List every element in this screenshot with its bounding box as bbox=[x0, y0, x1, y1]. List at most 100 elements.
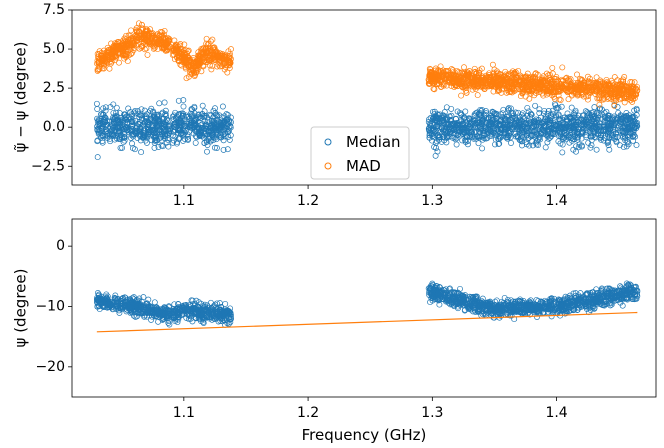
top-point-median bbox=[631, 107, 638, 114]
top-point-median bbox=[151, 144, 158, 151]
bottom-point-data bbox=[200, 320, 207, 326]
top-point-median bbox=[583, 116, 590, 123]
top-point-median bbox=[121, 134, 128, 141]
top-point-median bbox=[119, 144, 126, 151]
top-point-median bbox=[525, 108, 532, 115]
bottom-point-data bbox=[96, 294, 103, 301]
top-point-median bbox=[495, 133, 502, 140]
top-point-mad bbox=[196, 61, 203, 68]
top-point-median bbox=[223, 111, 230, 118]
bottom-point-data bbox=[148, 316, 155, 323]
top-point-median bbox=[592, 119, 599, 126]
top-point-median bbox=[621, 125, 628, 131]
top-x-tick-label: 1.1 bbox=[173, 193, 195, 209]
top-point-median bbox=[134, 123, 141, 130]
top-point-mad bbox=[494, 68, 500, 75]
bottom-point-data bbox=[227, 311, 234, 318]
top-point-mad bbox=[165, 35, 172, 42]
top-point-median bbox=[604, 128, 611, 135]
top-point-mad bbox=[480, 80, 486, 86]
bottom-point-data bbox=[106, 300, 112, 307]
top-point-median bbox=[179, 110, 186, 117]
top-point-mad bbox=[124, 49, 131, 56]
top-point-mad bbox=[625, 91, 632, 98]
top-point-mad bbox=[553, 73, 560, 80]
top-point-median bbox=[100, 120, 106, 127]
top-point-mad bbox=[461, 64, 467, 71]
top-point-median bbox=[546, 126, 553, 133]
top-point-mad bbox=[492, 81, 499, 88]
top-point-mad bbox=[99, 58, 106, 65]
top-point-median bbox=[506, 107, 513, 114]
top-y-axis-label: ψ̃ − ψ (degree) bbox=[12, 42, 30, 153]
top-point-median bbox=[152, 115, 159, 122]
top-point-median bbox=[99, 139, 106, 146]
top-point-mad bbox=[162, 47, 169, 54]
legend-label-median: Median bbox=[346, 133, 401, 151]
bottom-point-data bbox=[136, 306, 143, 313]
top-point-median bbox=[143, 113, 150, 120]
top-point-median bbox=[224, 126, 231, 133]
top-point-median bbox=[465, 128, 472, 135]
top-point-median bbox=[520, 113, 527, 120]
bottom-point-data bbox=[144, 300, 150, 307]
top-point-mad bbox=[578, 91, 585, 98]
top-point-median bbox=[171, 122, 178, 129]
top-point-median bbox=[627, 117, 634, 124]
top-point-mad bbox=[195, 49, 202, 56]
top-point-mad bbox=[593, 74, 600, 81]
top-point-median bbox=[161, 99, 168, 106]
top-point-median bbox=[107, 138, 114, 145]
top-point-mad bbox=[602, 82, 609, 89]
bottom-point-data bbox=[217, 317, 224, 324]
top-point-mad bbox=[126, 37, 133, 44]
top-point-median bbox=[532, 102, 539, 109]
top-point-median bbox=[574, 129, 581, 136]
top-point-median bbox=[518, 132, 525, 139]
top-point-median bbox=[180, 127, 187, 134]
top-point-median bbox=[449, 134, 456, 141]
top-point-median bbox=[153, 128, 160, 135]
top-point-median bbox=[188, 111, 195, 118]
top-point-mad bbox=[427, 72, 434, 79]
top-point-median bbox=[162, 110, 169, 117]
top-point-mad bbox=[549, 92, 556, 99]
top-point-median bbox=[100, 105, 107, 112]
top-point-mad bbox=[458, 92, 465, 99]
bottom-point-data bbox=[99, 300, 106, 307]
top-point-median bbox=[212, 122, 219, 129]
bottom-point-data bbox=[205, 313, 212, 320]
top-point-median bbox=[225, 120, 232, 127]
top-point-median bbox=[198, 127, 205, 133]
top-point-median bbox=[559, 116, 566, 123]
top-point-mad bbox=[526, 79, 533, 86]
bottom-point-data bbox=[166, 321, 173, 328]
top-point-mad bbox=[602, 91, 609, 98]
top-point-mad bbox=[565, 85, 572, 92]
top-point-median bbox=[568, 104, 575, 111]
top-point-mad bbox=[548, 78, 555, 85]
top-point-mad bbox=[217, 63, 223, 70]
top-point-median bbox=[145, 121, 152, 128]
top-point-median bbox=[459, 122, 466, 129]
top-point-median bbox=[210, 121, 217, 128]
top-point-mad bbox=[113, 54, 120, 61]
top-point-mad bbox=[178, 46, 185, 53]
top-point-mad bbox=[525, 86, 532, 93]
bottom-point-data bbox=[135, 297, 142, 304]
top-point-mad bbox=[524, 70, 531, 77]
bottom-point-data bbox=[207, 299, 214, 306]
top-point-median bbox=[143, 139, 150, 146]
top-point-mad bbox=[161, 31, 167, 38]
top-point-mad bbox=[464, 69, 471, 76]
top-point-mad bbox=[185, 73, 192, 80]
top-point-mad bbox=[615, 87, 622, 94]
top-point-median bbox=[555, 112, 562, 119]
top-point-mad bbox=[426, 65, 433, 72]
legend: Median MAD bbox=[310, 126, 410, 180]
top-point-median bbox=[587, 144, 594, 151]
top-point-median bbox=[205, 129, 212, 136]
top-point-median bbox=[495, 136, 502, 143]
top-point-mad bbox=[214, 63, 221, 70]
top-point-mad bbox=[594, 88, 601, 95]
